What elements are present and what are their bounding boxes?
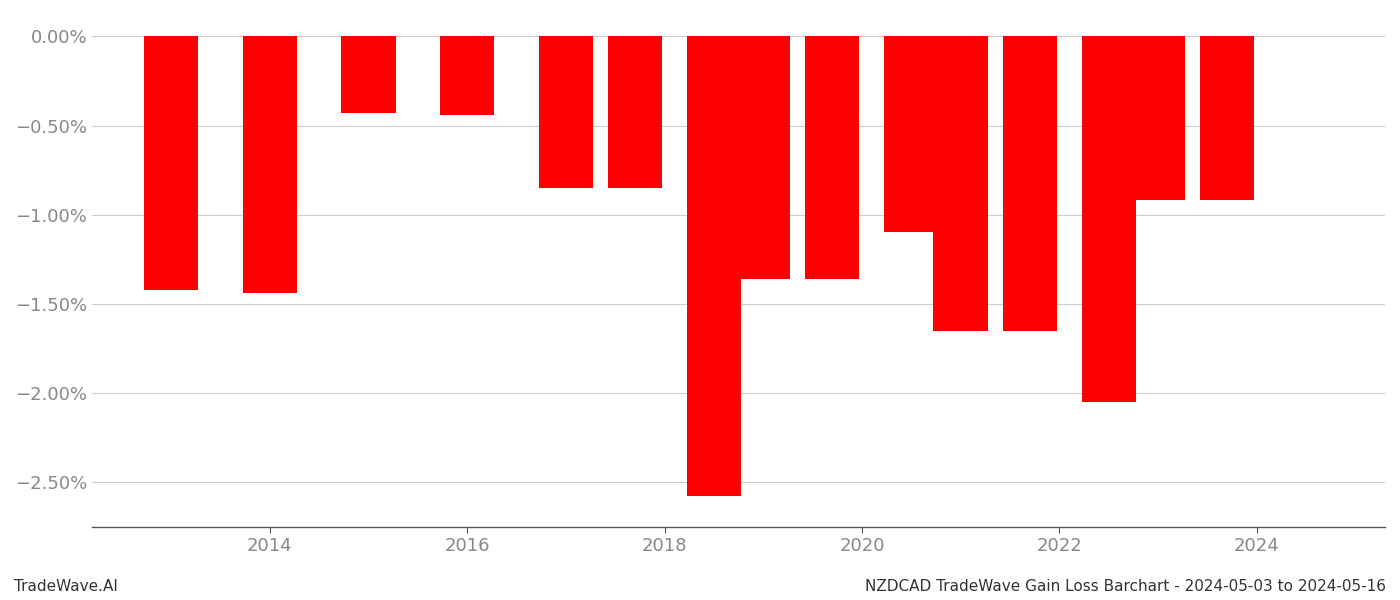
Text: TradeWave.AI: TradeWave.AI — [14, 579, 118, 594]
Bar — [1131, 37, 1186, 200]
Bar — [934, 37, 988, 331]
Bar — [440, 37, 494, 115]
Bar — [736, 37, 791, 279]
Bar — [539, 37, 594, 188]
Bar — [687, 37, 741, 496]
Bar — [1082, 37, 1135, 402]
Bar — [805, 37, 860, 279]
Bar — [342, 37, 396, 113]
Bar — [1200, 37, 1254, 200]
Bar — [144, 37, 199, 290]
Bar — [608, 37, 662, 188]
Bar — [1002, 37, 1057, 331]
Bar — [242, 37, 297, 293]
Text: NZDCAD TradeWave Gain Loss Barchart - 2024-05-03 to 2024-05-16: NZDCAD TradeWave Gain Loss Barchart - 20… — [865, 579, 1386, 594]
Bar — [885, 37, 938, 232]
